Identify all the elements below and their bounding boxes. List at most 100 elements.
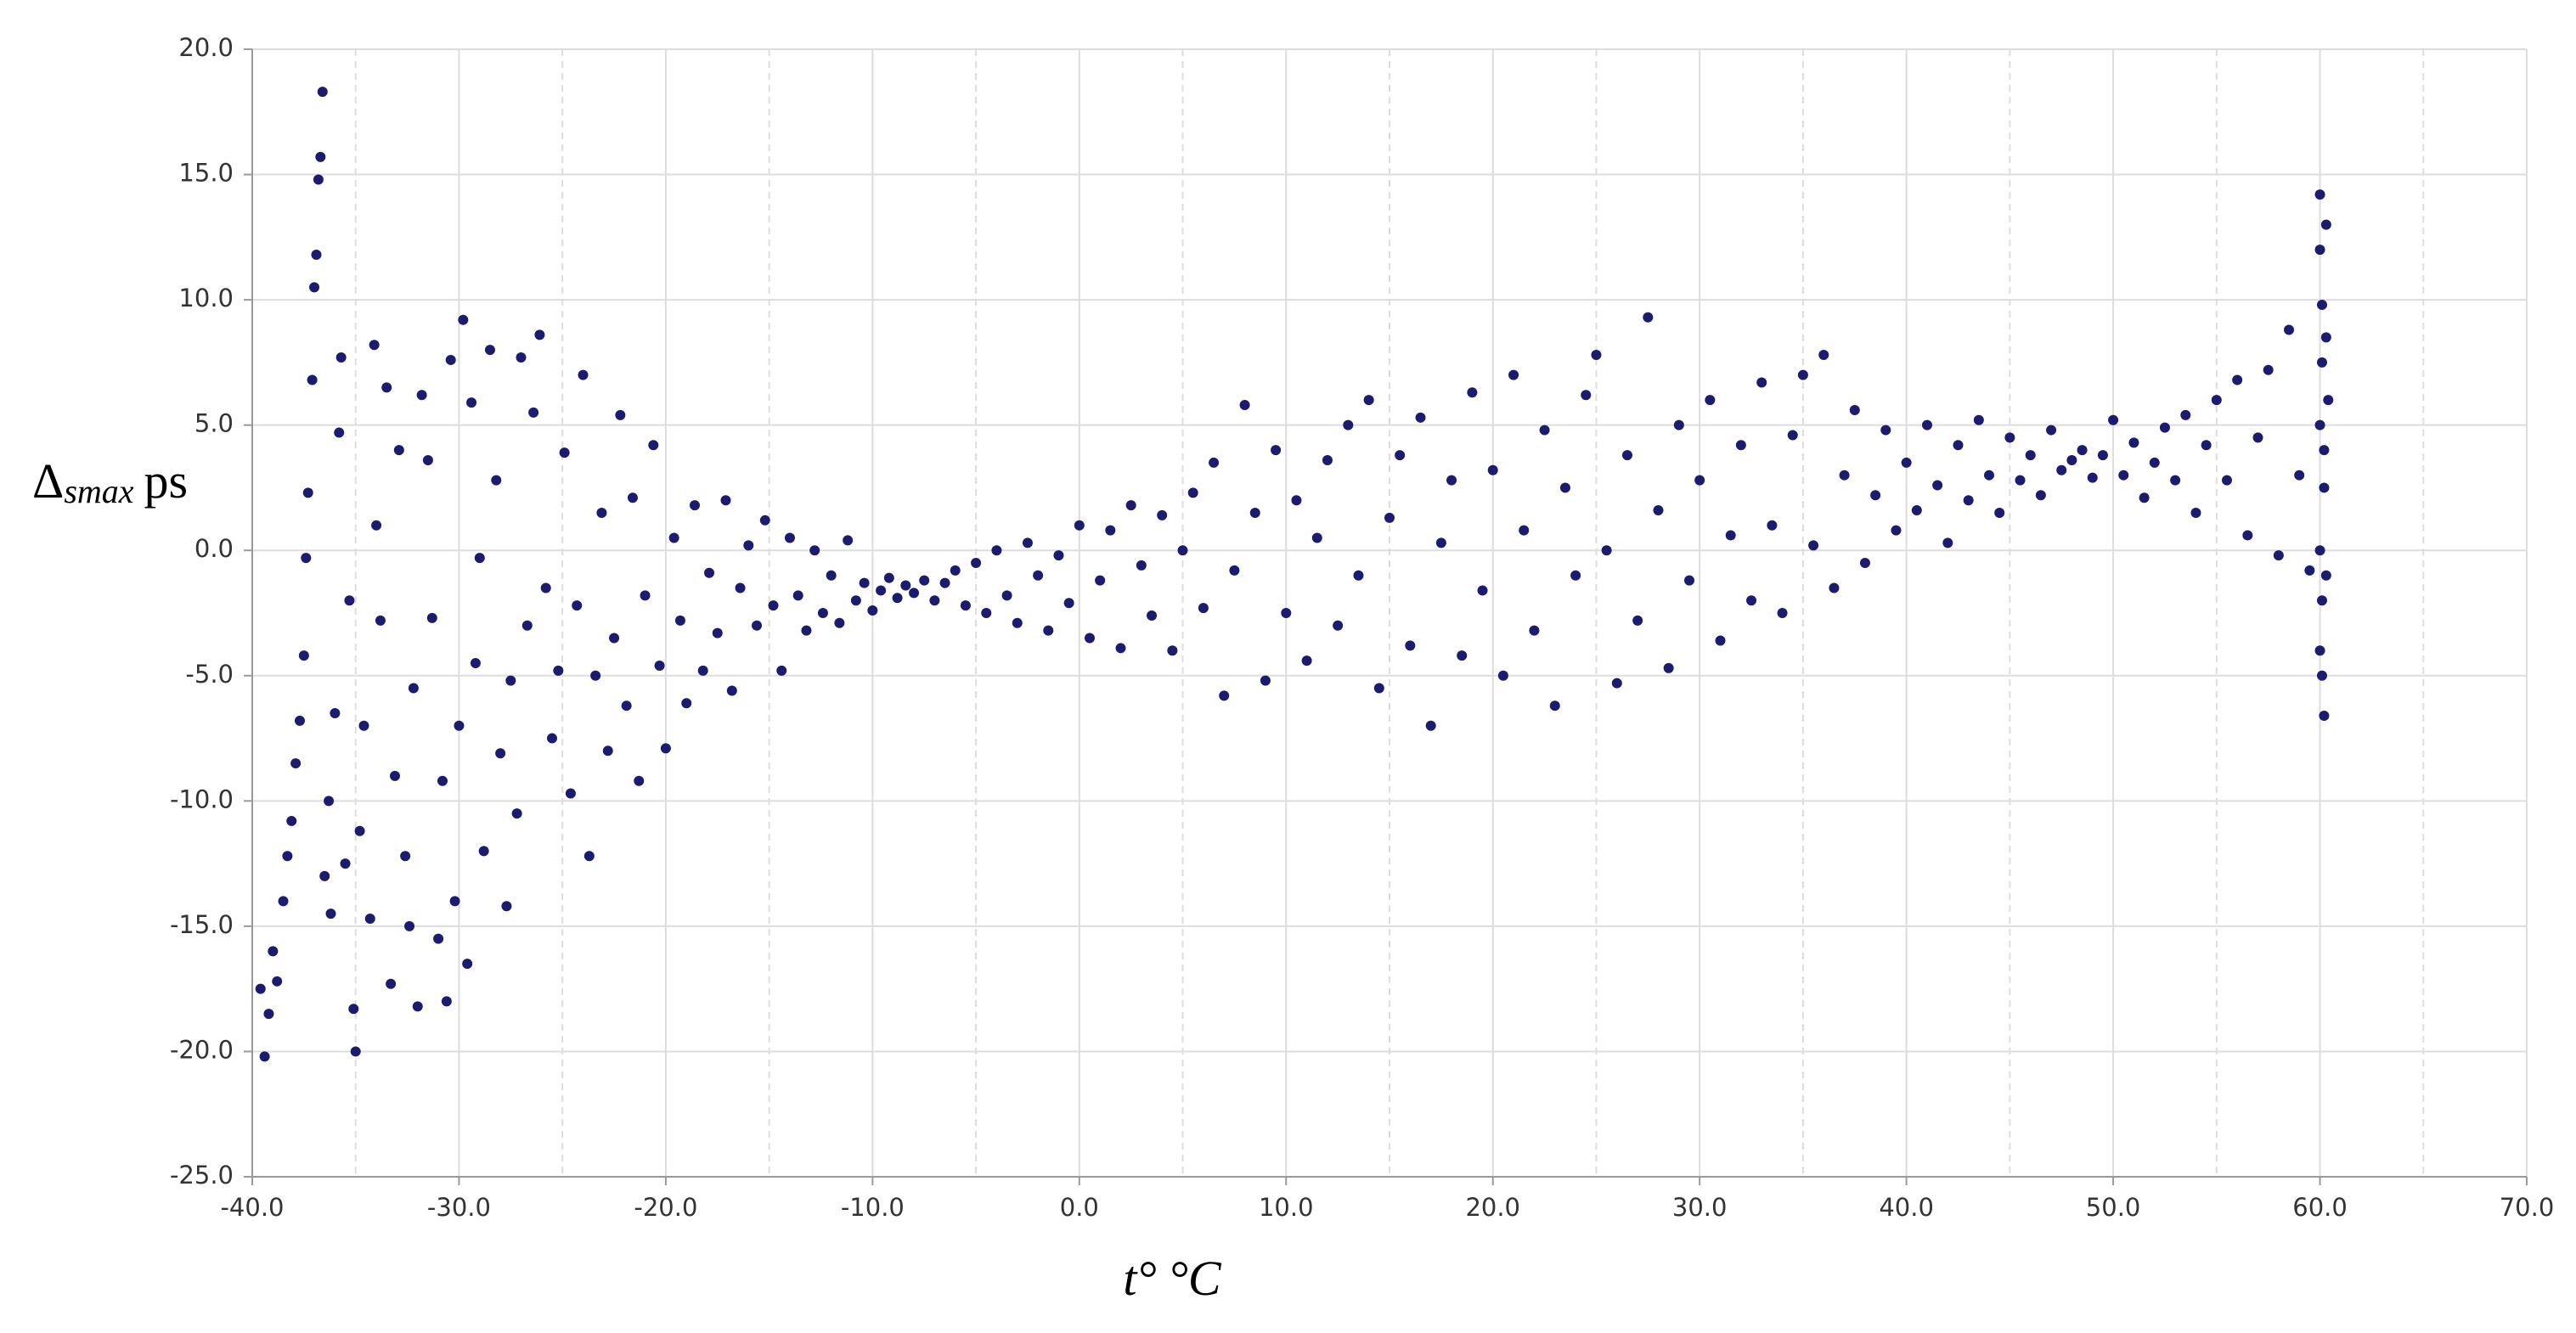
point (1921, 419, 1932, 430)
point (2316, 357, 2327, 368)
point (1187, 487, 1198, 498)
point (1074, 520, 1085, 531)
point (2004, 432, 2015, 443)
point (2128, 437, 2139, 448)
point (315, 151, 326, 162)
point (426, 612, 437, 623)
point (590, 670, 601, 681)
point (2319, 445, 2330, 456)
point (720, 495, 731, 506)
point (1849, 404, 1860, 415)
point (1343, 419, 1354, 430)
point (1756, 377, 1767, 388)
point (1435, 537, 1446, 548)
point (381, 382, 392, 393)
point (1829, 582, 1840, 593)
point (1891, 525, 1902, 536)
point (929, 595, 940, 606)
point (572, 600, 583, 611)
x-tick-label: 60.0 (2292, 1193, 2348, 1222)
point (1457, 650, 1468, 661)
point (2316, 670, 2327, 681)
point (309, 282, 320, 293)
point (302, 487, 313, 498)
point (344, 595, 355, 606)
point (1901, 457, 1912, 468)
point (1301, 655, 1312, 666)
point (621, 700, 632, 711)
point (458, 314, 469, 325)
point (2320, 332, 2331, 343)
point (1880, 425, 1891, 436)
point (358, 720, 369, 731)
point (1767, 520, 1778, 531)
point (1363, 395, 1374, 406)
point (2077, 445, 2088, 456)
y-tick-label: 0.0 (194, 534, 234, 563)
point (2304, 565, 2315, 576)
point (634, 775, 645, 786)
point (752, 620, 763, 631)
point (317, 87, 328, 98)
point (286, 815, 297, 826)
point (648, 440, 659, 451)
x-unit: °C (1169, 1251, 1222, 1306)
point (2320, 219, 2331, 230)
point (859, 577, 870, 588)
point (640, 590, 651, 601)
point (1053, 550, 1064, 561)
point (602, 745, 613, 756)
point (2323, 395, 2334, 406)
point (1373, 683, 1384, 694)
point (834, 617, 845, 628)
point (960, 600, 971, 611)
point (354, 825, 365, 836)
point (495, 748, 506, 759)
point (325, 908, 336, 920)
point (2273, 550, 2284, 561)
point (313, 174, 324, 185)
point (1942, 537, 1953, 548)
point (1115, 643, 1126, 654)
point (2097, 450, 2108, 461)
point (697, 665, 708, 676)
point (1271, 445, 1282, 456)
point (1694, 475, 1705, 486)
point (1157, 509, 1168, 520)
point (255, 983, 266, 994)
point (445, 354, 456, 365)
point (1095, 575, 1106, 586)
point (689, 500, 700, 511)
point (1859, 557, 1870, 568)
point (462, 959, 473, 970)
point (2314, 545, 2325, 556)
point (1808, 540, 1819, 551)
point (501, 901, 512, 912)
point (298, 650, 309, 661)
point (350, 1046, 361, 1057)
point (1239, 400, 1250, 411)
point (335, 352, 347, 363)
x-tick-label: -30.0 (427, 1193, 491, 1222)
point (1973, 414, 1984, 425)
point (2316, 595, 2327, 606)
point (2314, 245, 2325, 256)
point (491, 475, 502, 486)
point (1963, 495, 1974, 506)
point (422, 454, 433, 465)
point (441, 996, 452, 1007)
point (412, 1001, 423, 1012)
point (2284, 324, 2295, 335)
point (1229, 565, 1240, 576)
point (470, 658, 481, 669)
point (1333, 620, 1344, 631)
point (272, 976, 283, 987)
point (516, 352, 527, 363)
point (505, 675, 516, 686)
y-tick-label: -25.0 (170, 1161, 234, 1190)
point (1673, 419, 1684, 430)
point (2319, 710, 2330, 721)
y-tick-label: -20.0 (170, 1035, 234, 1064)
point (1467, 387, 1478, 398)
point (2025, 450, 2036, 461)
